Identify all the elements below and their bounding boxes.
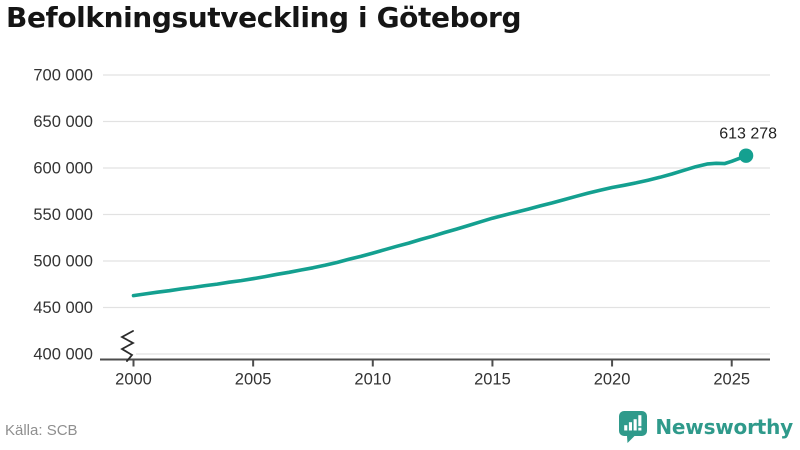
x-axis-tick-label: 2020 [594, 371, 631, 389]
end-value-label: 613 278 [719, 126, 777, 143]
y-axis-tick-label: 400 000 [33, 346, 93, 364]
y-axis-tick-label: 500 000 [33, 253, 93, 271]
x-axis-tick-label: 2010 [354, 371, 391, 389]
source-note: Källa: SCB [5, 422, 78, 439]
y-axis-tick-label: 600 000 [33, 160, 93, 178]
y-axis-tick-label: 550 000 [33, 206, 93, 224]
y-axis-tick-label: 450 000 [33, 299, 93, 317]
end-point-marker [738, 148, 754, 163]
x-axis-tick-label: 2015 [474, 371, 511, 389]
newsworthy-logo[interactable]: Newsworthy [618, 410, 793, 443]
newsworthy-bar-chart-bubble-icon [619, 411, 648, 443]
x-axis-tick-label: 2025 [713, 371, 750, 389]
y-axis-tick-label: 700 000 [33, 67, 93, 85]
x-axis-tick-label: 2005 [235, 371, 272, 389]
population-line-chart: 400 000 450 000 500 000 550 000 600 000 650 0… [33, 67, 777, 389]
population-line [131, 153, 748, 298]
x-axis-tick-label: 2000 [115, 371, 152, 389]
chart-title: Befolkningsutveckling i Göteborg [6, 1, 522, 34]
axis-break-marker [120, 330, 135, 362]
newsworthy-wordmark: Newsworthy [655, 414, 793, 439]
y-axis-tick-label: 650 000 [33, 113, 93, 131]
